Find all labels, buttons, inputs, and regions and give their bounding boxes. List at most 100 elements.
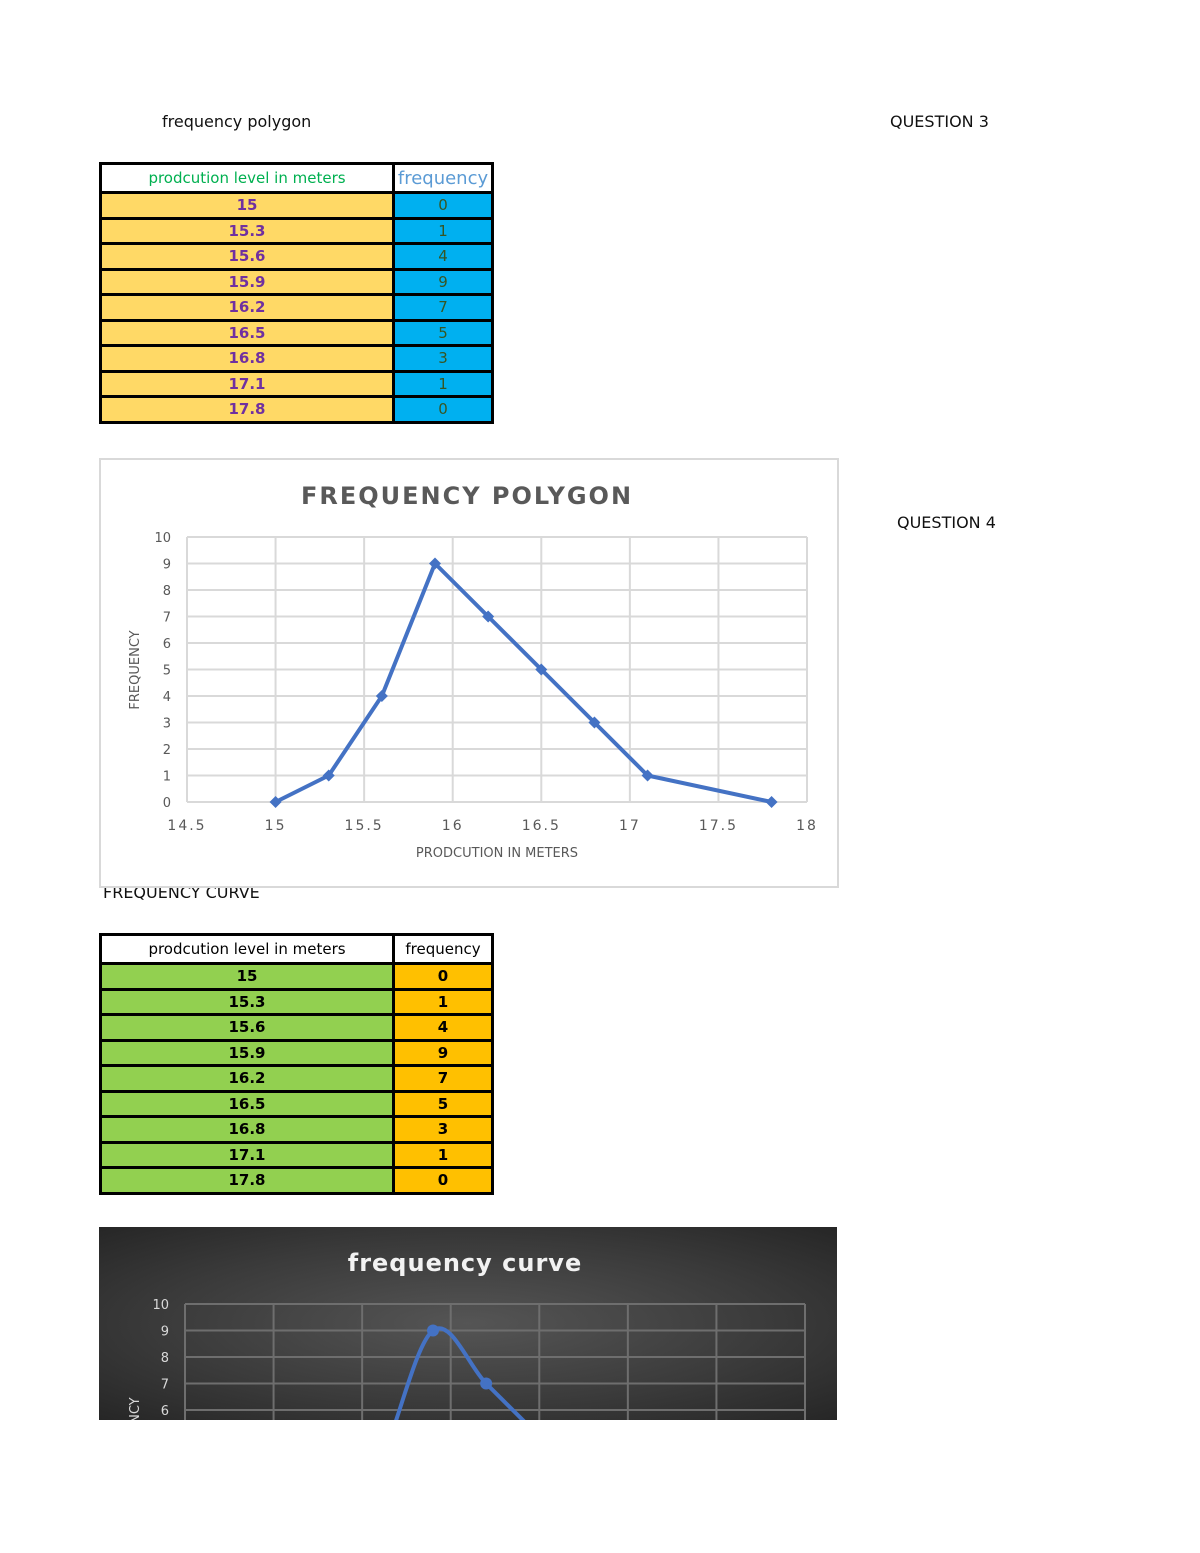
frequency-cell: 9 — [392, 1038, 494, 1067]
table-row: 17.1 1 — [99, 369, 494, 398]
y-tick-label: 9 — [161, 1325, 169, 1340]
table-row: 17.8 0 — [99, 1166, 494, 1195]
header-frequency: frequency — [392, 162, 494, 194]
data-point — [641, 769, 654, 782]
frequency-polygon-chart: FREQUENCY POLYGON 0 1 2 3 4 5 6 7 8 9 10 14.5 15 15.5 1… — [99, 458, 839, 888]
data-point — [429, 557, 441, 570]
x-tick-label: 17 — [619, 818, 641, 834]
data-point — [482, 610, 495, 623]
frequency-curve-chart: frequency curve 6 7 8 9 10 FREQUENCY — [99, 1227, 837, 1420]
production-cell: 15.9 — [99, 1038, 395, 1067]
table-row: 16.2 7 — [99, 293, 494, 322]
production-cell: 16.5 — [99, 318, 395, 347]
table-row: 17.8 0 — [99, 395, 494, 424]
frequency-cell: 5 — [392, 318, 494, 347]
x-tick-label: 15.5 — [345, 818, 384, 834]
frequency-cell: 0 — [392, 1166, 494, 1195]
y-tick-label: 8 — [163, 584, 171, 599]
frequency-cell: 5 — [392, 1089, 494, 1118]
x-axis-title: PRODCUTION IN METERS — [416, 846, 578, 861]
question-3-label: QUESTION 3 — [890, 112, 989, 131]
table-row: 16.8 3 — [99, 344, 494, 373]
x-tick-label: 17.5 — [699, 818, 738, 834]
y-tick-label: 6 — [163, 637, 171, 652]
y-tick-label: 3 — [163, 717, 171, 732]
production-cell: 17.8 — [99, 1166, 395, 1195]
production-cell: 15.3 — [99, 987, 395, 1016]
table-row: 15.9 9 — [99, 267, 494, 296]
header-frequency: frequency — [392, 933, 494, 965]
table-row: 16.5 5 — [99, 1089, 494, 1118]
production-cell: 15 — [99, 962, 395, 991]
y-tick-label: 10 — [152, 1298, 169, 1313]
production-cell: 15 — [99, 191, 395, 220]
y-tick-label: 7 — [161, 1378, 169, 1393]
data-point — [588, 716, 601, 729]
frequency-cell: 3 — [392, 344, 494, 373]
production-cell: 16.2 — [99, 293, 395, 322]
data-point — [427, 1324, 439, 1337]
x-tick-label: 18 — [796, 818, 818, 834]
data-point — [322, 769, 335, 782]
header-production: prodcution level in meters — [99, 162, 395, 194]
chart-title: frequency curve — [348, 1249, 582, 1277]
frequency-cell: 1 — [392, 987, 494, 1016]
y-axis-title: FREQUENCY — [128, 1397, 143, 1420]
table-row: 15.3 1 — [99, 216, 494, 245]
section-title: frequency polygon — [162, 112, 312, 131]
production-cell: 15.9 — [99, 267, 395, 296]
table-row: 16.8 3 — [99, 1115, 494, 1144]
frequency-cell: 4 — [392, 242, 494, 271]
x-tick-label: 14.5 — [167, 818, 206, 834]
y-tick-label: 7 — [163, 611, 171, 626]
table-row: 17.1 1 — [99, 1140, 494, 1169]
frequency-cell: 1 — [392, 1140, 494, 1169]
table-row: 15.9 9 — [99, 1038, 494, 1067]
frequency-table-1: prodcution level in meters frequency 15 0 1… — [99, 162, 494, 424]
table-row: 15.3 1 — [99, 987, 494, 1016]
table-row: 15.6 4 — [99, 242, 494, 271]
y-axis-title: FREQUENCY — [128, 630, 143, 709]
frequency-cell: 0 — [392, 191, 494, 220]
frequency-cell: 7 — [392, 293, 494, 322]
y-tick-label: 0 — [163, 796, 171, 811]
data-point — [765, 796, 778, 808]
frequency-cell: 4 — [392, 1013, 494, 1042]
data-point — [375, 690, 388, 702]
chart-title: FREQUENCY POLYGON — [301, 482, 633, 510]
data-point — [269, 796, 282, 808]
y-tick-label: 10 — [154, 531, 171, 546]
production-cell: 17.8 — [99, 395, 395, 424]
y-tick-label: 2 — [163, 743, 171, 758]
series-line — [394, 1326, 526, 1420]
table-row: 15.6 4 — [99, 1013, 494, 1042]
data-point — [480, 1377, 493, 1390]
production-cell: 17.1 — [99, 1140, 395, 1169]
y-tick-label: 4 — [163, 690, 171, 705]
production-cell: 16.5 — [99, 1089, 395, 1118]
production-cell: 15.6 — [99, 242, 395, 271]
production-cell: 16.2 — [99, 1064, 395, 1093]
x-tick-label: 16 — [442, 818, 464, 834]
frequency-cell: 0 — [392, 962, 494, 991]
frequency-cell: 0 — [392, 395, 494, 424]
frequency-cell: 1 — [392, 216, 494, 245]
series-line — [274, 561, 772, 804]
y-tick-label: 9 — [163, 558, 171, 573]
table-row: 16.5 5 — [99, 318, 494, 347]
production-cell: 15.6 — [99, 1013, 395, 1042]
frequency-cell: 3 — [392, 1115, 494, 1144]
header-production: prodcution level in meters — [99, 933, 395, 965]
table-row: 15 0 — [99, 962, 494, 991]
y-tick-label: 6 — [161, 1404, 169, 1419]
x-tick-label: 16.5 — [522, 818, 561, 834]
y-tick-label: 8 — [161, 1351, 169, 1366]
x-tick-label: 15 — [265, 818, 287, 834]
frequency-table-2: prodcution level in meters frequency 15 0 1… — [99, 933, 494, 1195]
question-4-label: QUESTION 4 — [897, 513, 996, 532]
frequency-cell: 1 — [392, 369, 494, 398]
frequency-cell: 9 — [392, 267, 494, 296]
table-row: 15 0 — [99, 191, 494, 220]
frequency-cell: 7 — [392, 1064, 494, 1093]
